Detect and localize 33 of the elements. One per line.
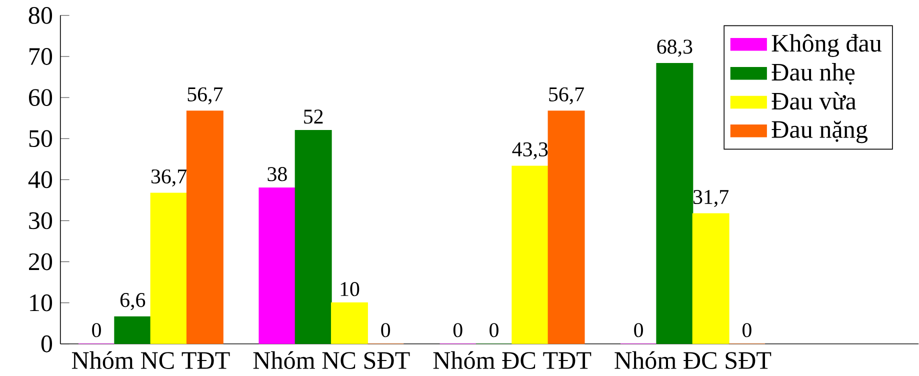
data-label: 10 [340, 282, 360, 296]
data-label: 0 [92, 323, 101, 338]
legend-label: Đau nhẹ [772, 63, 855, 85]
y-tick-label: 30 [29, 212, 52, 230]
data-label: 0 [634, 323, 643, 338]
y-tick-label: 20 [29, 253, 52, 270]
data-label: 0 [453, 323, 462, 338]
legend-label: Không đau [772, 34, 882, 57]
data-label: 56,7 [188, 87, 223, 104]
data-label: 52 [304, 110, 323, 124]
y-tick-label: 10 [30, 294, 52, 312]
data-label: 56,7 [549, 87, 584, 104]
x-tick-label: Nhóm ĐC SĐT [614, 351, 772, 369]
data-label: 38 [268, 167, 287, 182]
legend-label: Đau nặng [772, 120, 868, 144]
legend-label: Đau vừa [772, 92, 856, 110]
x-tick-label: Nhóm NC SĐT [253, 351, 410, 369]
data-label: 31,7 [694, 190, 729, 208]
x-tick-label: Nhóm ĐC TĐT [433, 351, 592, 369]
y-tick-label: 50 [29, 130, 52, 148]
data-label: 0 [381, 323, 390, 338]
y-tick-label: 80 [28, 6, 52, 24]
data-label: 0 [742, 323, 752, 338]
y-tick-label: 0 [41, 335, 52, 352]
y-tick-label: 70 [30, 48, 52, 65]
data-label: 0 [490, 323, 498, 338]
y-tick-label: 60 [28, 89, 52, 106]
x-tick-label: Nhóm NC TĐT [72, 351, 230, 369]
data-label: 6,6 [120, 293, 146, 310]
data-label: 68,3 [657, 40, 692, 57]
y-tick-label: 40 [28, 171, 52, 188]
data-label: 36,7 [152, 169, 187, 187]
data-label: 43,3 [512, 142, 548, 160]
